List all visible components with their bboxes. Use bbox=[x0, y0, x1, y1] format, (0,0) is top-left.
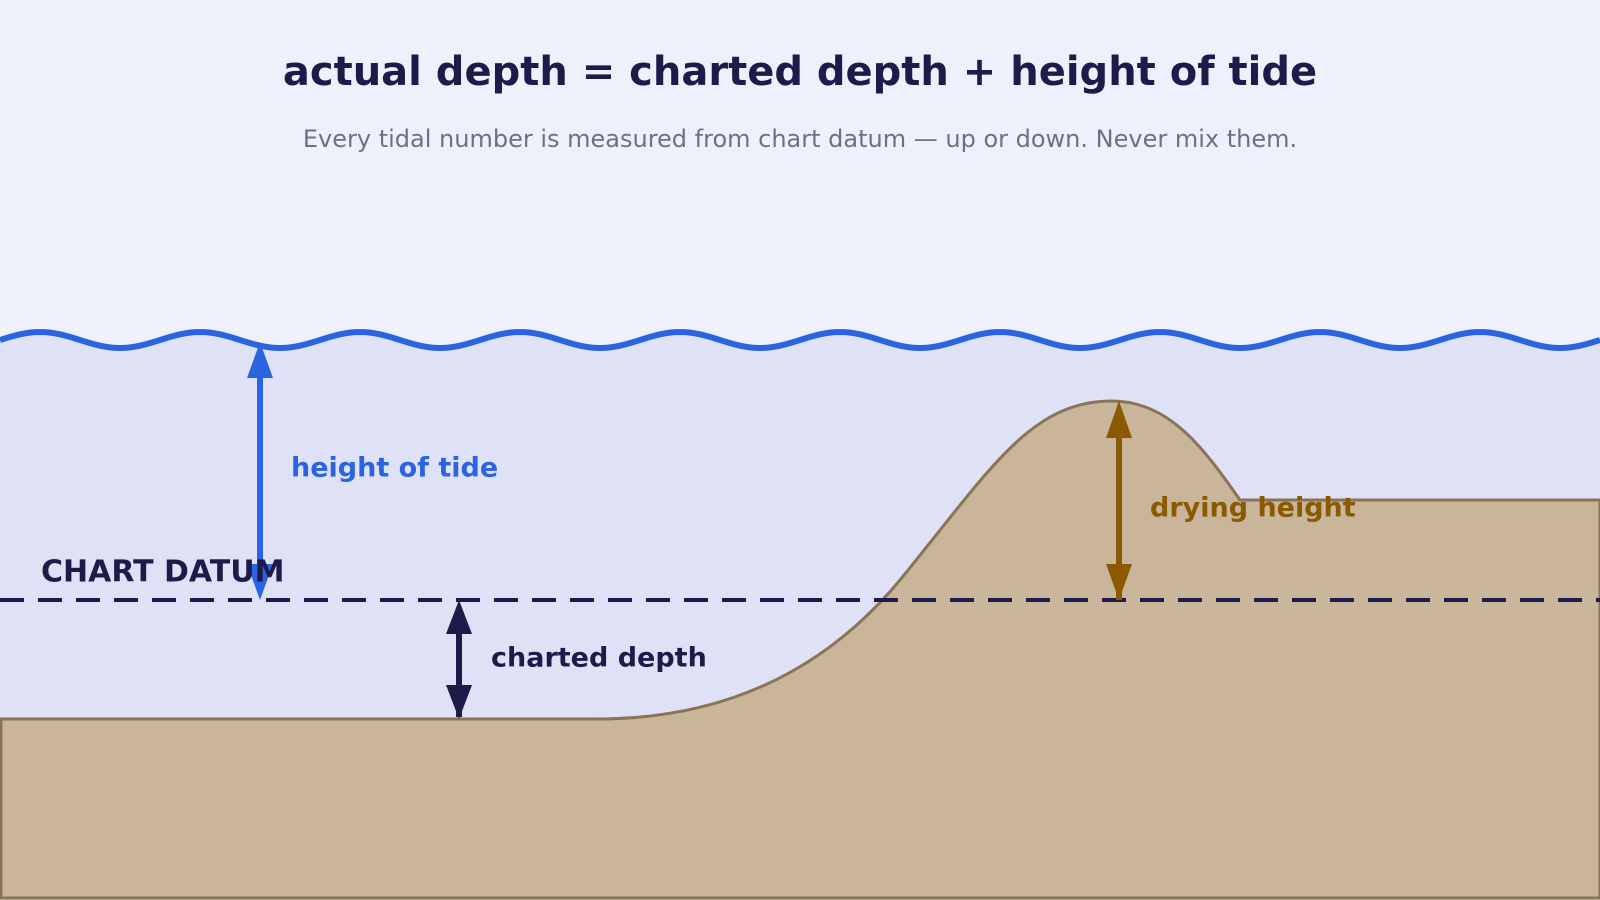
drying-height-label: drying height bbox=[1150, 493, 1356, 524]
arrow-head bbox=[1106, 401, 1132, 438]
arrow-head bbox=[247, 564, 273, 600]
chart-datum-label: CHART DATUM bbox=[41, 555, 284, 590]
arrow-head bbox=[446, 685, 472, 719]
drying-height-arrow bbox=[1106, 401, 1132, 600]
height-of-tide-arrow bbox=[247, 342, 273, 600]
height-of-tide-label: height of tide bbox=[291, 453, 498, 484]
water-surface bbox=[0, 328, 1600, 352]
seabed bbox=[0, 399, 1600, 900]
title: actual depth = charted depth + height of… bbox=[283, 49, 1317, 95]
arrow-head bbox=[446, 600, 472, 634]
arrow-head bbox=[1106, 564, 1132, 600]
charted-depth-label: charted depth bbox=[491, 643, 707, 674]
arrow-head bbox=[247, 342, 273, 378]
subtitle: Every tidal number is measured from char… bbox=[303, 125, 1297, 153]
charted-depth-arrow bbox=[446, 600, 472, 719]
